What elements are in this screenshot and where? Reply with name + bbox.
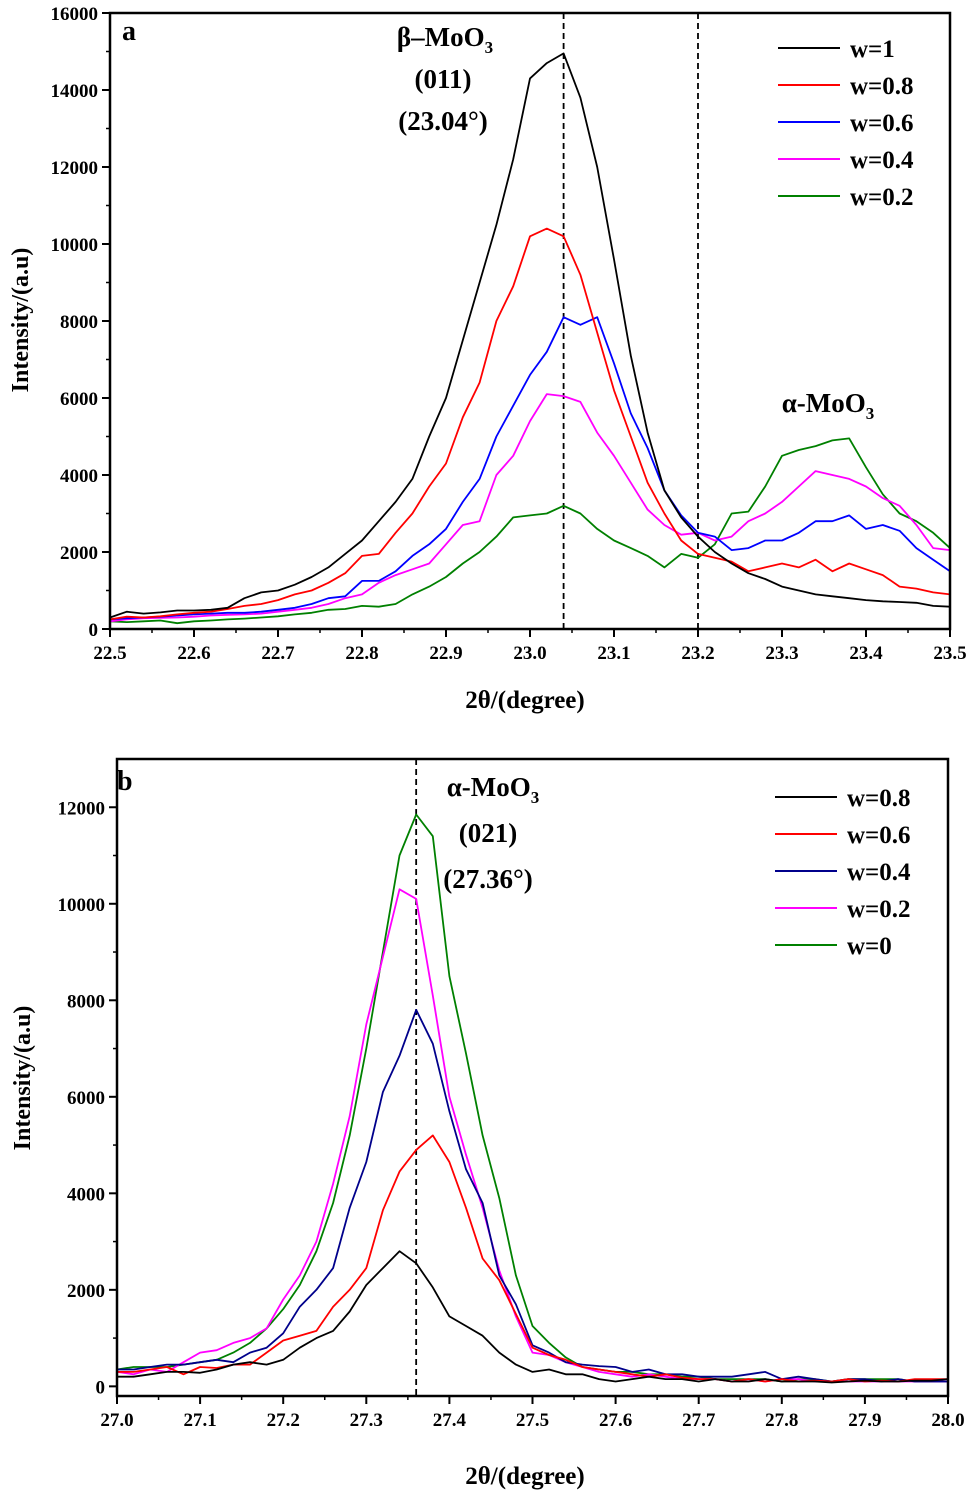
panel-b-legend: w=0.8 w=0.6 w=0.4 w=0.2 w=0 <box>775 785 911 960</box>
panel-a-y-axis-label: Intensity/(a.u) <box>8 248 34 393</box>
panel-a-beta-angle-label: (23.04°) <box>398 106 488 136</box>
panel-b-label: b <box>117 766 133 797</box>
panel-b-legend-label: w=0.4 <box>847 859 911 886</box>
panel-b-x-tick-label: 27.5 <box>516 1410 549 1431</box>
panel-a-y-tick-label: 6000 <box>60 389 98 410</box>
panel-b-legend-label: w=0.8 <box>847 785 911 812</box>
panel-b-y-tick-label: 8000 <box>67 991 105 1012</box>
panel-b-series <box>116 813 949 1384</box>
panel-a-x-tick-label: 22.6 <box>177 643 210 664</box>
panel-b-x-tick-label: 28.0 <box>931 1410 964 1431</box>
panel-a-x-tick-label: 22.9 <box>429 643 462 664</box>
panel-a-beta-plane-label: (011) <box>415 64 472 94</box>
panel-b-y-axis-label: Intensity/(a.u) <box>10 1006 36 1151</box>
panel-a-x-tick-label: 23.3 <box>765 643 798 664</box>
panel-b-alpha-angle-label: (27.36°) <box>443 864 533 894</box>
panel-b-x-tick-label: 27.8 <box>765 1410 798 1431</box>
panel-a-y-tick-label: 16000 <box>51 4 99 25</box>
panel-b-legend-label: w=0.2 <box>847 896 911 923</box>
panel-a-x-tick-label: 22.5 <box>93 643 126 664</box>
panel-b-x-tick-label: 27.2 <box>267 1410 300 1431</box>
panel-a-x-tick-label: 23.0 <box>513 643 546 664</box>
panel-a-x-tick-label: 23.5 <box>933 643 966 664</box>
panel-b-y-tick-label: 0 <box>96 1377 106 1398</box>
panel-b-series-w-0-8 <box>117 1250 949 1384</box>
panel-b-series-w-0-4 <box>117 1009 948 1383</box>
panel-b-y-tick-label: 2000 <box>67 1281 105 1302</box>
panel-b-y-tick-label: 6000 <box>67 1088 105 1109</box>
panel-a-x-tick-label: 23.4 <box>849 643 883 664</box>
panel-b-x-tick-label: 27.1 <box>183 1410 216 1431</box>
panel-a-label: a <box>122 16 136 47</box>
panel-a-legend-label: w=1 <box>850 36 895 63</box>
panel-b-x-axis-label: 2θ/(degree) <box>465 1463 584 1490</box>
panel-a-legend-label: w=0.6 <box>850 110 914 137</box>
panel-a-x-tick-label: 22.7 <box>261 643 295 664</box>
panel-a-y-tick-label: 10000 <box>51 235 99 256</box>
panel-b-x-tick-label: 27.3 <box>350 1410 383 1431</box>
panel-a-x-tick-label: 23.2 <box>681 643 714 664</box>
panel-a-series-w-1 <box>109 52 951 619</box>
panel-b-alpha-plane-label: (021) <box>459 818 517 848</box>
panel-b-x-tick-label: 27.9 <box>848 1410 881 1431</box>
panel-a-chart: 22.5 22.6 22.7 22.8 22.9 23.0 23.1 23.2 23.3 23.4… <box>8 4 967 714</box>
panel-b-ticks: 27.0 27.1 27.2 27.3 27.4 27.5 27.6 27.7 27.8 27.9… <box>58 798 965 1431</box>
panel-a-alpha-phase-label: α-MoO3 <box>782 388 875 423</box>
panel-a-series-w-0-4 <box>109 393 951 623</box>
panel-a-beta-phase-label: β–MoO3 <box>397 22 493 57</box>
panel-b-series-w-0 <box>116 813 948 1383</box>
panel-b-alpha-phase-label: α-MoO3 <box>447 772 540 807</box>
panel-a-refs <box>562 13 699 629</box>
panel-a-series-w-0-8 <box>109 227 951 621</box>
panel-a-series <box>109 52 951 625</box>
panel-a-x-tick-label: 22.8 <box>345 643 378 664</box>
panel-a-legend: w=1 w=0.8 w=0.6 w=0.4 w=0.2 <box>778 36 914 211</box>
panel-a-x-tick-label: 23.1 <box>597 643 630 664</box>
panel-a-x-axis-label: 2θ/(degree) <box>465 687 584 714</box>
panel-b-x-tick-label: 27.4 <box>433 1410 467 1431</box>
panel-b-y-tick-label: 10000 <box>58 895 106 916</box>
panel-b-frame <box>115 757 950 1398</box>
panel-a-frame <box>108 11 952 631</box>
panel-a-ticks: 22.5 22.6 22.7 22.8 22.9 23.0 23.1 23.2 23.3 23.4… <box>51 4 967 664</box>
panel-a-y-tick-label: 8000 <box>60 312 98 333</box>
panel-b-y-tick-label: 4000 <box>67 1184 105 1205</box>
panel-a-y-tick-label: 12000 <box>51 158 99 179</box>
panel-a-legend-label: w=0.4 <box>850 147 914 174</box>
panel-b-chart: 27.0 27.1 27.2 27.3 27.4 27.5 27.6 27.7 27.8 27.9… <box>10 757 965 1490</box>
panel-a-legend-label: w=0.8 <box>850 73 914 100</box>
panel-b-x-tick-label: 27.0 <box>100 1410 133 1431</box>
panel-b-x-tick-label: 27.7 <box>682 1410 716 1431</box>
panel-a-y-tick-label: 14000 <box>51 81 99 102</box>
panel-b-legend-label: w=0.6 <box>847 822 911 849</box>
panel-a-y-tick-label: 2000 <box>60 543 98 564</box>
panel-a-y-tick-label: 0 <box>89 620 99 641</box>
panel-b-x-tick-label: 27.6 <box>599 1410 632 1431</box>
panel-b-y-tick-label: 12000 <box>58 798 106 819</box>
panel-a-series-w-0-2 <box>109 437 951 625</box>
panel-b-legend-label: w=0 <box>847 933 892 960</box>
panel-b-series-w-0-2 <box>116 888 948 1383</box>
panel-a-series-w-0-6 <box>109 316 951 621</box>
panel-a-y-tick-label: 4000 <box>60 466 98 487</box>
panel-a-legend-label: w=0.2 <box>850 184 914 211</box>
